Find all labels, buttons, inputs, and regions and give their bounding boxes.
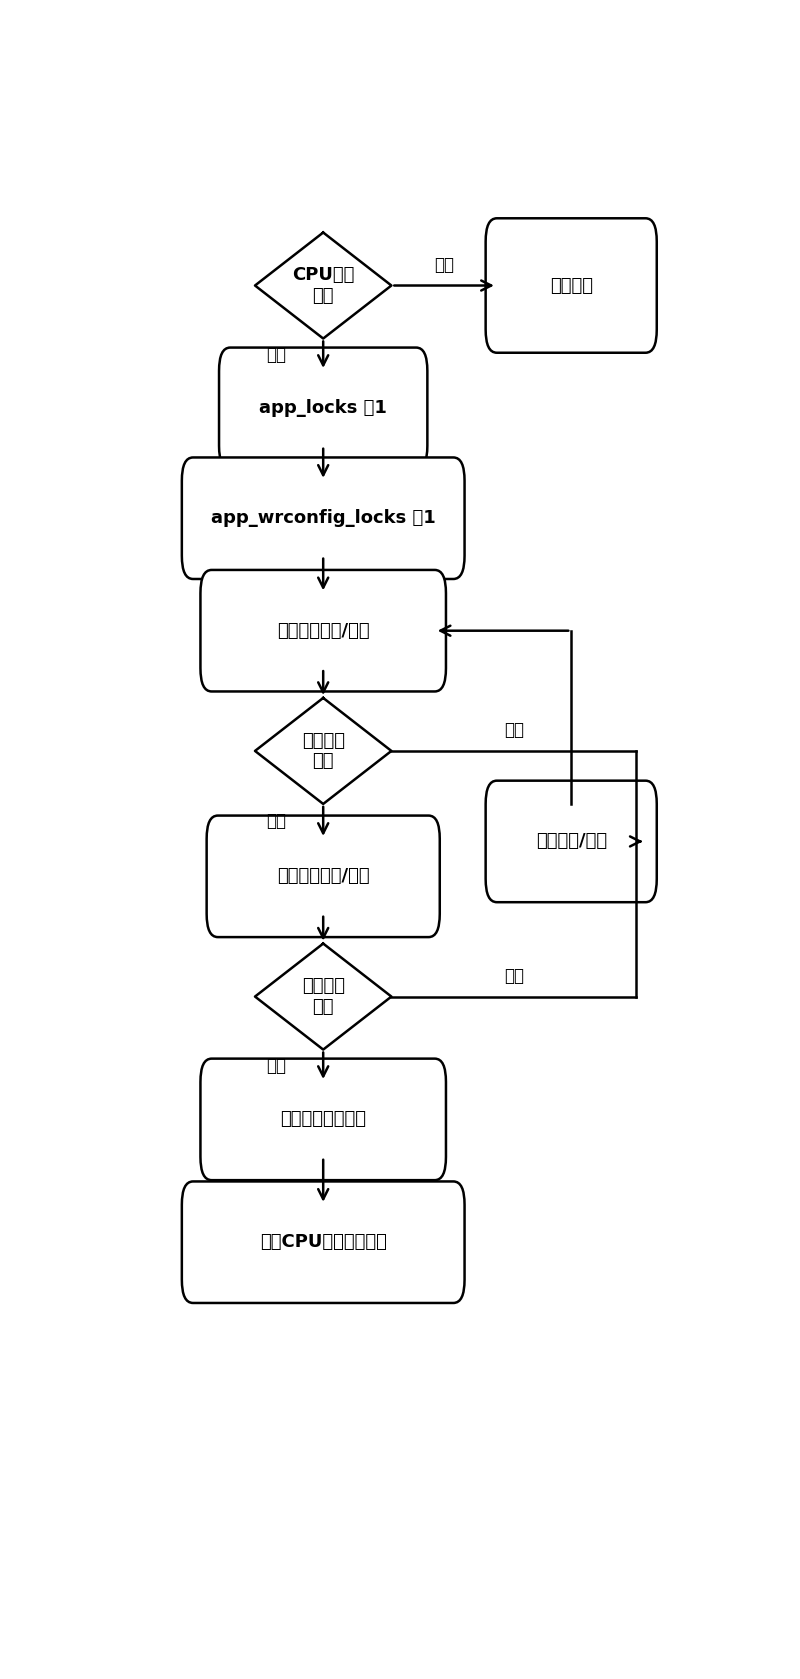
FancyBboxPatch shape [201,1059,446,1180]
Text: 解配置读/写锁: 解配置读/写锁 [536,833,606,851]
Text: 否定: 否定 [504,967,524,986]
Text: 肯定: 肯定 [266,813,286,831]
Text: 肯定: 肯定 [266,1056,286,1075]
Text: app_wrconfig_locks 加1: app_wrconfig_locks 加1 [211,509,435,527]
FancyBboxPatch shape [182,457,465,579]
FancyBboxPatch shape [486,218,657,353]
FancyBboxPatch shape [206,816,440,937]
Text: 异常退出: 异常退出 [550,277,593,294]
Text: 加锁是否
成功: 加锁是否 成功 [302,732,345,771]
Text: 加锁是否
成功: 加锁是否 成功 [302,977,345,1016]
FancyBboxPatch shape [201,569,446,692]
Text: 保存CPU加的锁并返回: 保存CPU加的锁并返回 [260,1232,386,1251]
Text: 肯定: 肯定 [266,346,286,364]
Text: CPU没有
上锁: CPU没有 上锁 [292,265,354,306]
Text: 保存进程持有的锁: 保存进程持有的锁 [280,1110,366,1128]
Text: 试图加链表读/写锁: 试图加链表读/写锁 [277,868,370,885]
FancyBboxPatch shape [219,348,427,468]
Text: 否定: 否定 [434,255,454,274]
Text: app_locks 加1: app_locks 加1 [259,400,387,418]
FancyBboxPatch shape [486,781,657,902]
Text: 否定: 否定 [504,722,524,739]
Text: 试图加配置读/写锁: 试图加配置读/写锁 [277,621,370,640]
FancyBboxPatch shape [182,1182,465,1303]
